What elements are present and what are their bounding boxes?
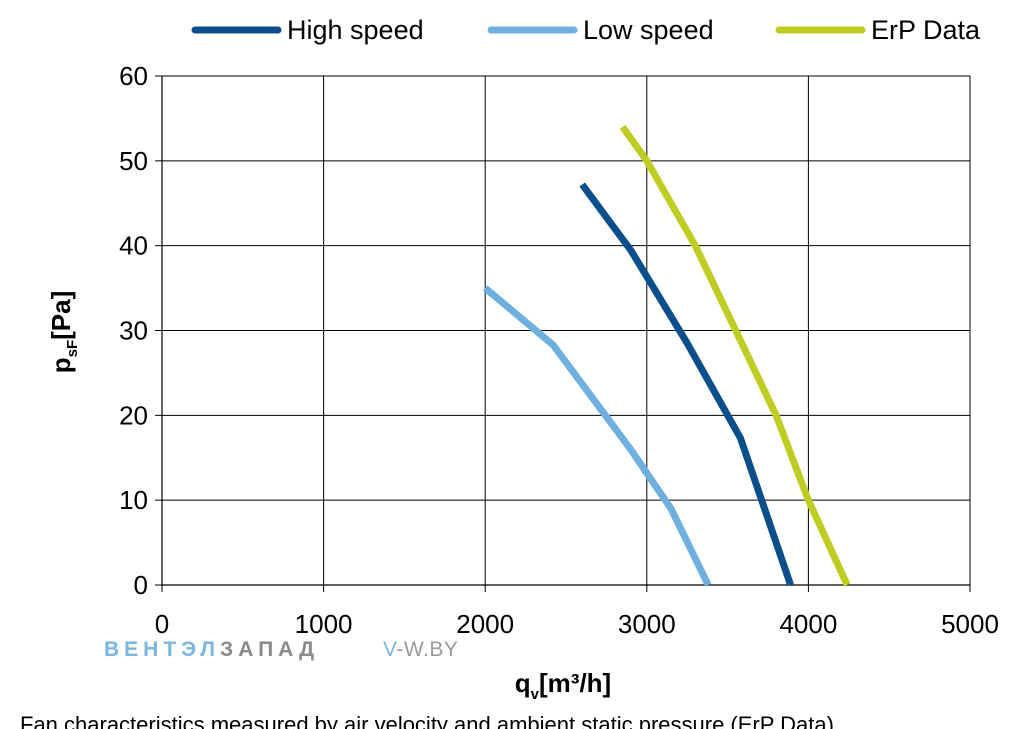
series-layer	[482, 124, 851, 587]
watermark-site: V-W.BY	[383, 638, 458, 662]
y-tick-label: 0	[134, 570, 148, 600]
axes	[155, 75, 971, 592]
footnote: Fan characteristics measured by air velo…	[20, 712, 834, 729]
y-tick-label: 40	[119, 231, 148, 261]
watermark-site-part1: V	[383, 638, 397, 661]
y-tick-label: 10	[119, 485, 148, 515]
y-tick-label: 30	[119, 316, 148, 346]
y-tick-label: 20	[119, 400, 148, 430]
x-tick-label: 1000	[295, 609, 353, 639]
watermark-site-part2: -W.BY	[396, 638, 459, 661]
series-line-high-speed	[579, 182, 794, 587]
legend-label-high-speed: High speed	[287, 15, 424, 45]
legend: High speed Low speed ErP Data	[191, 15, 981, 45]
y-tick-label: 50	[119, 146, 148, 176]
series-line-erp-data	[619, 124, 851, 587]
legend-label-low-speed: Low speed	[583, 15, 714, 45]
x-axis-label: qv[m³/h]	[515, 668, 611, 703]
watermark-brand-part1: ВЕНТЭЛ	[104, 638, 221, 661]
y-axis-label: psF[Pa]	[46, 291, 81, 374]
watermark-brand-part2: ЗАПАД	[220, 638, 320, 661]
grid	[162, 75, 971, 585]
series-line-low-speed	[482, 285, 712, 587]
watermark-brand: ВЕНТЭЛЗАПАД	[104, 638, 319, 662]
x-tick-label: 2000	[456, 609, 514, 639]
x-tick-label: 3000	[618, 609, 676, 639]
x-tick-label: 0	[155, 609, 169, 639]
x-tick-label: 5000	[941, 609, 999, 639]
legend-label-erp-data: ErP Data	[871, 15, 981, 45]
y-tick-label: 60	[119, 61, 148, 91]
x-tick-label: 4000	[779, 609, 837, 639]
tick-labels: 0 1000 2000 3000 4000 5000 0 10 20 30 40 50 60	[119, 61, 999, 639]
